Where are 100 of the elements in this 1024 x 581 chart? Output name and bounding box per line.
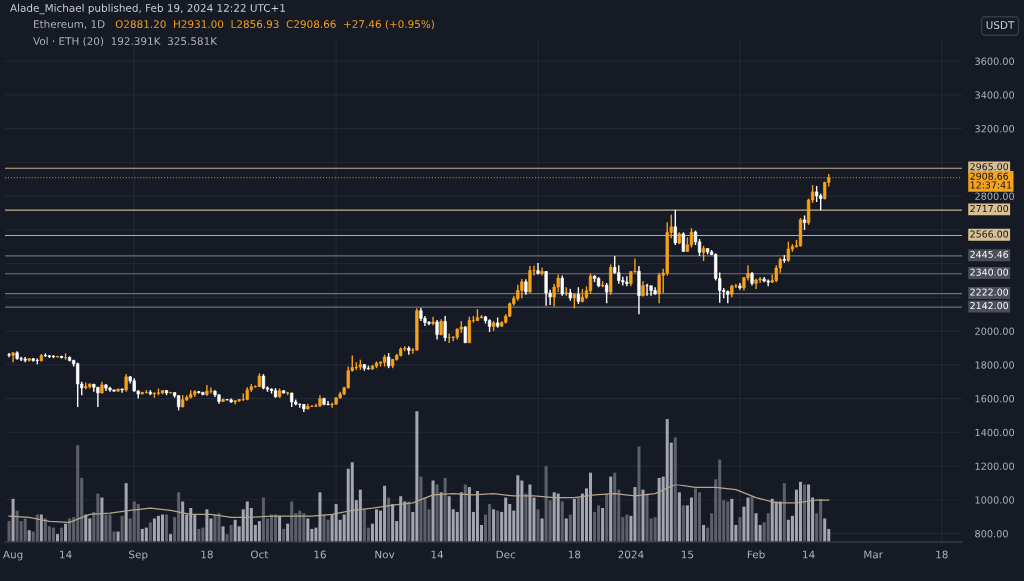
bar bbox=[677, 492, 681, 542]
x-tick-label: Oct bbox=[250, 550, 269, 559]
candlestick bbox=[681, 231, 686, 253]
bar bbox=[322, 514, 326, 542]
bar bbox=[730, 498, 734, 542]
bar bbox=[613, 472, 617, 542]
ref-line-label: 2445.46 bbox=[970, 250, 1009, 258]
bar bbox=[160, 514, 164, 542]
bar bbox=[435, 484, 439, 542]
bar bbox=[568, 514, 572, 542]
bar bbox=[11, 498, 15, 542]
bar bbox=[738, 517, 742, 542]
bar bbox=[391, 504, 395, 542]
bar bbox=[278, 515, 282, 542]
bar bbox=[387, 497, 391, 542]
bar bbox=[229, 525, 233, 542]
bar bbox=[23, 518, 27, 542]
bar bbox=[104, 514, 108, 542]
bar bbox=[564, 518, 568, 542]
bar bbox=[362, 509, 366, 542]
bar bbox=[439, 492, 443, 542]
x-tick-label: 15 bbox=[681, 550, 694, 559]
candlestick bbox=[536, 262, 540, 276]
bar bbox=[544, 466, 548, 542]
candlestick bbox=[225, 398, 229, 402]
bar bbox=[556, 493, 560, 542]
bar bbox=[447, 496, 451, 542]
x-tick-label: Dec bbox=[496, 550, 516, 559]
bar bbox=[43, 518, 47, 542]
candlestick bbox=[621, 276, 625, 287]
y-axis-title: USDT bbox=[986, 21, 1015, 30]
bar bbox=[443, 477, 447, 542]
x-tick-label: 2024 bbox=[618, 550, 644, 559]
bar bbox=[689, 497, 693, 542]
candlestick bbox=[76, 361, 80, 408]
bar bbox=[625, 514, 629, 542]
bar bbox=[383, 485, 387, 542]
bar bbox=[605, 493, 609, 542]
bar bbox=[152, 518, 156, 542]
bar bbox=[177, 492, 181, 542]
bar bbox=[233, 519, 237, 542]
candlestick bbox=[528, 265, 532, 294]
ref-line-label: 2908.66 12:37:41 bbox=[970, 172, 1012, 189]
candlestick bbox=[689, 227, 694, 249]
ref-line-label: 2340.00 bbox=[970, 268, 1009, 276]
candlestick bbox=[605, 282, 609, 304]
bar bbox=[197, 528, 201, 542]
candlestick bbox=[326, 400, 330, 407]
candlestick bbox=[443, 315, 447, 342]
bar bbox=[504, 497, 508, 542]
bar bbox=[540, 518, 544, 542]
ref-line-label: 2566.00 bbox=[970, 230, 1009, 238]
bar bbox=[64, 523, 68, 542]
y-tick-label: 3600.00 bbox=[975, 57, 1015, 65]
bar bbox=[318, 492, 322, 542]
bar bbox=[96, 493, 100, 542]
y-tick-label: 3400.00 bbox=[975, 91, 1015, 99]
bar bbox=[782, 483, 786, 542]
bar bbox=[726, 501, 730, 542]
bar bbox=[681, 505, 685, 542]
x-tick-label: 18 bbox=[201, 550, 213, 559]
bar bbox=[819, 498, 823, 542]
bar bbox=[633, 487, 637, 542]
candlestick bbox=[617, 264, 621, 285]
candlestick bbox=[209, 386, 213, 395]
bar bbox=[374, 509, 379, 542]
bar bbox=[431, 480, 435, 542]
bar bbox=[576, 497, 580, 542]
bar bbox=[609, 476, 613, 542]
candlestick bbox=[544, 270, 548, 307]
bar bbox=[257, 521, 261, 542]
bar bbox=[698, 492, 702, 542]
bar bbox=[702, 525, 706, 542]
y-tick-label: 2800.00 bbox=[975, 192, 1015, 200]
bar bbox=[475, 491, 479, 542]
y-tick-label: 1200.00 bbox=[975, 462, 1015, 470]
x-tick-label: 16 bbox=[314, 550, 326, 559]
bar bbox=[803, 484, 807, 542]
bar bbox=[205, 509, 209, 542]
x-tick-label: Mar bbox=[864, 550, 883, 559]
candlestick bbox=[657, 272, 661, 304]
bar bbox=[467, 487, 471, 542]
bar bbox=[637, 446, 641, 542]
bar bbox=[524, 493, 528, 542]
bar bbox=[132, 501, 136, 542]
bar bbox=[786, 519, 790, 542]
bar bbox=[415, 411, 419, 542]
bar bbox=[326, 519, 330, 542]
y-tick-label: 1800.00 bbox=[975, 361, 1015, 369]
annotation: Vol · ETH (20) 192.391K 325.581K bbox=[33, 36, 218, 47]
bar bbox=[7, 521, 11, 542]
candlestick bbox=[447, 332, 451, 344]
bar bbox=[754, 513, 758, 542]
x-tick-label: 14 bbox=[803, 550, 815, 559]
bar bbox=[286, 523, 290, 542]
bar bbox=[88, 518, 92, 542]
bar bbox=[766, 513, 770, 542]
bar bbox=[597, 505, 601, 542]
bar bbox=[100, 497, 104, 542]
x-tick-label: 14 bbox=[60, 550, 72, 559]
